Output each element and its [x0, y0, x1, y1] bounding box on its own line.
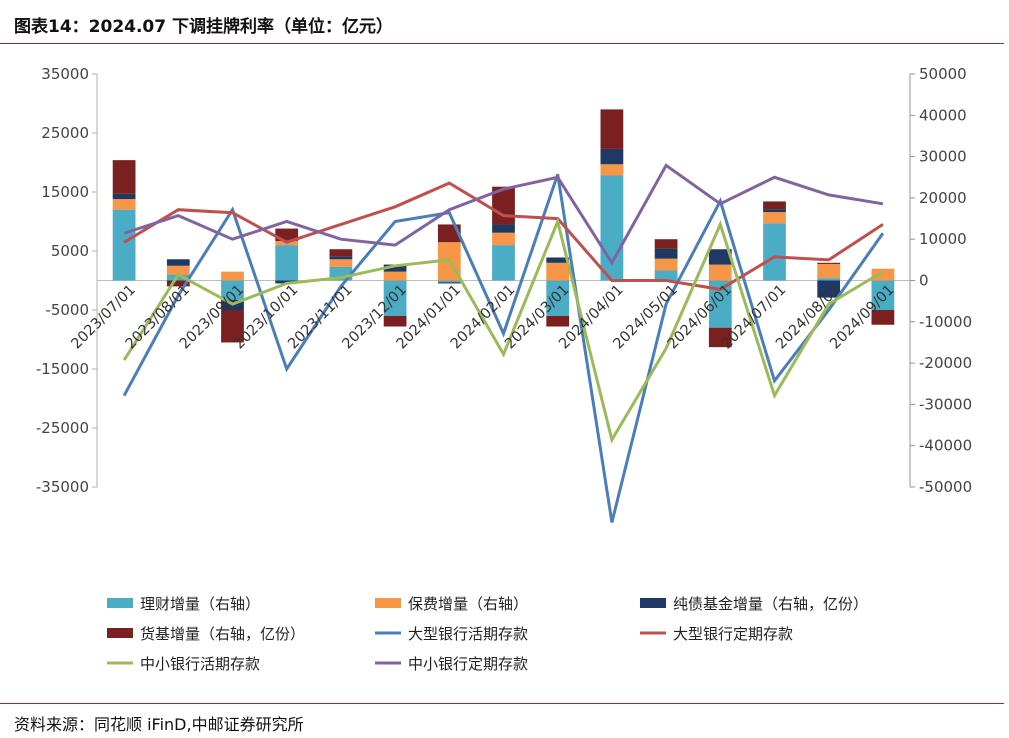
axes-layer: 35000 25000 15000 5000 -5000 -15000 -25000 -350… — [36, 65, 972, 496]
bar-segment-2 — [112, 199, 136, 210]
bar-segment-4 — [383, 315, 407, 327]
legend: 理财增量（右轴） 保费增量（右轴） 纯债基金增量（右轴，亿份） 货基增量（右轴，亿份）… — [107, 595, 868, 673]
line-series-2 — [123, 181, 884, 291]
legend-label: 中小银行定期存款 — [408, 655, 528, 673]
left-axis-tick-label: -25000 — [36, 419, 89, 437]
bar-segment-2 — [492, 232, 515, 246]
lines-layer — [122, 163, 885, 523]
bar-segment-2 — [763, 212, 786, 224]
bar-segment-3 — [166, 259, 190, 266]
bar-segment-2 — [708, 264, 732, 281]
left-axis-tick-label: -15000 — [36, 360, 89, 378]
line-series-4 — [123, 163, 884, 266]
bar-segment-3 — [329, 256, 353, 260]
bar-segment-4 — [166, 280, 190, 287]
right-axis-tick-label: 30000 — [919, 148, 967, 166]
left-axis-tick-label: 5000 — [51, 242, 89, 260]
chart-area: 35000 25000 15000 5000 -5000 -15000 -25000 -350… — [36, 65, 972, 673]
bar-segment-4 — [112, 160, 136, 194]
legend-swatch — [107, 628, 133, 638]
bar-segment-4 — [546, 315, 570, 327]
right-axis-tick-label: 20000 — [919, 189, 967, 207]
bar-segment-4 — [329, 249, 353, 257]
bar-segment-3 — [654, 248, 678, 259]
bar-segment-2 — [654, 258, 678, 271]
chart-title: 图表14：2024.07 下调挂牌利率（单位：亿元） — [14, 17, 394, 37]
right-axis-tick-label: -20000 — [919, 354, 972, 372]
bar-segment-4 — [708, 327, 732, 348]
bar-segment-3 — [437, 282, 461, 284]
bar-segment-2 — [166, 265, 190, 275]
bar-segment-4 — [871, 310, 895, 325]
bar-segment-3 — [817, 280, 841, 298]
bar-segment-1 — [383, 280, 407, 316]
right-axis-tick-label: -10000 — [919, 313, 972, 331]
bar-segment-4 — [221, 310, 244, 343]
right-axis-tick-label: 0 — [919, 272, 929, 290]
legend-label: 纯债基金增量（右轴，亿份） — [673, 595, 868, 613]
bar-segment-3 — [763, 209, 786, 213]
bar-segment-1 — [437, 280, 461, 283]
left-axis-tick-label: 15000 — [41, 183, 89, 201]
legend-label: 保费增量（右轴） — [408, 595, 528, 613]
right-axis-tick-label: 50000 — [919, 65, 967, 83]
bar-segment-1 — [112, 209, 136, 281]
bar-segment-4 — [600, 109, 624, 149]
bar-segment-1 — [763, 223, 786, 281]
bar-segment-1 — [817, 278, 841, 281]
bar-segment-1 — [654, 270, 678, 281]
footer-rule — [0, 703, 1004, 704]
bar-segment-2 — [871, 268, 895, 281]
legend-swatch — [375, 598, 401, 608]
bar-segment-1 — [871, 280, 895, 310]
bar-segment-4 — [763, 201, 786, 210]
bar-segment-1 — [166, 274, 190, 281]
bar-segment-1 — [492, 245, 515, 281]
bar-segment-2 — [546, 262, 570, 281]
bar-segment-3 — [383, 264, 407, 272]
bar-segment-1 — [275, 245, 299, 281]
legend-swatch — [640, 598, 666, 608]
bar-segment-1 — [708, 280, 732, 328]
bar-segment-2 — [600, 164, 624, 176]
header-rule — [0, 43, 1004, 44]
legend-label: 大型银行定期存款 — [673, 625, 793, 643]
right-axis-tick-label: 40000 — [919, 106, 967, 124]
bar-segment-2 — [329, 259, 353, 267]
left-axis-tick-label: 25000 — [41, 124, 89, 142]
bar-segment-2 — [383, 271, 407, 281]
line-series-3 — [122, 216, 884, 444]
left-axis-tick-label: -35000 — [36, 478, 89, 496]
right-axis-tick-label: -40000 — [919, 437, 972, 455]
legend-label: 货基增量（右轴，亿份） — [140, 625, 305, 643]
left-axis-tick-label: 35000 — [41, 65, 89, 83]
bar-segment-3 — [112, 193, 136, 200]
bar-segment-2 — [817, 263, 841, 279]
line-series-1 — [122, 173, 885, 523]
bar-segment-4 — [654, 239, 678, 249]
bars-layer — [112, 109, 895, 348]
right-axis-tick-label: 10000 — [919, 230, 967, 248]
bar-segment-3 — [492, 224, 515, 233]
bar-segment-2 — [221, 271, 244, 281]
bar-segment-3 — [708, 249, 732, 265]
legend-label: 理财增量（右轴） — [140, 595, 260, 613]
legend-label: 中小银行活期存款 — [140, 655, 260, 673]
source-note: 资料来源：同花顺 iFinD,中邮证券研究所 — [14, 715, 304, 734]
right-axis-tick-label: -30000 — [919, 395, 972, 413]
right-axis-tick-label: -50000 — [919, 478, 972, 496]
left-axis-tick-label: -5000 — [45, 301, 89, 319]
bar-segment-1 — [546, 280, 570, 316]
bar-segment-4 — [817, 262, 841, 264]
bar-segment-1 — [221, 280, 244, 300]
bar-segment-3 — [546, 257, 570, 263]
legend-swatch — [107, 598, 133, 608]
bar-segment-3 — [600, 148, 624, 165]
x-tick-labels: 2023/07/012023/08/012023/09/012023/10/01… — [69, 282, 898, 352]
legend-label: 大型银行活期存款 — [408, 625, 528, 643]
